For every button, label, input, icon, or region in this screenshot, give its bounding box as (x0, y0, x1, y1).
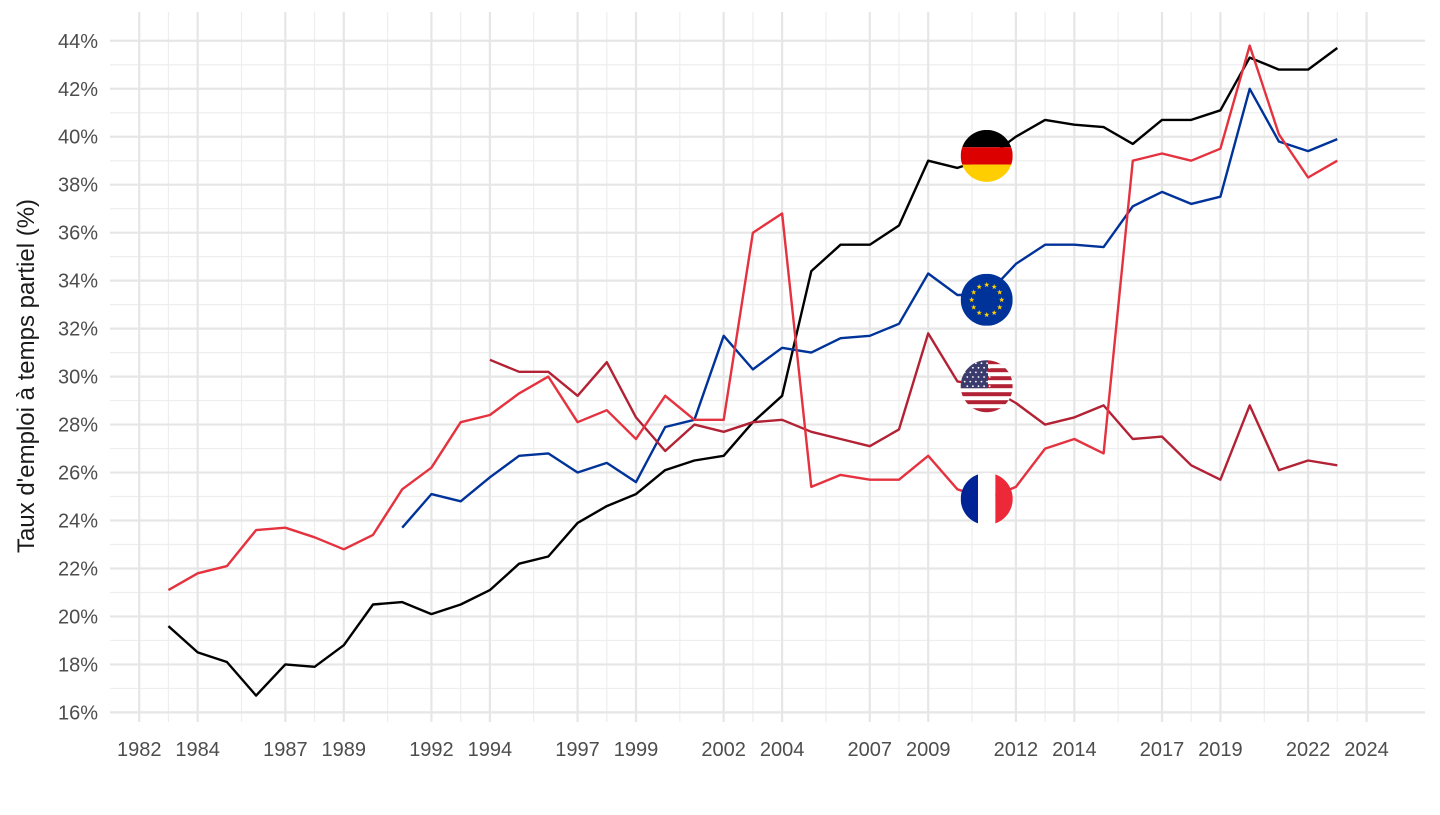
x-tick-label: 2019 (1198, 739, 1243, 761)
axes: 16% 18% 20% 22% 24% 26% 28% 30% 32% 34% 36% 38% 40% 4… (58, 31, 1389, 761)
series-line-european-union (401, 87, 1338, 529)
x-tick-label: 2004 (760, 739, 805, 761)
y-tick-label: 24% (58, 511, 98, 533)
x-tick-label: 1997 (555, 739, 600, 761)
y-tick-label: 32% (58, 319, 98, 341)
x-tick-label: 1987 (263, 739, 308, 761)
usa-flag-icon (960, 360, 1013, 413)
x-tick-label: 1982 (117, 739, 162, 761)
y-tick-label: 26% (58, 463, 98, 485)
y-tick-label: 16% (58, 702, 98, 724)
france-flag-icon (960, 472, 1013, 525)
y-tick-label: 34% (58, 271, 98, 293)
x-tick-label: 1992 (409, 739, 454, 761)
x-tick-label: 1984 (175, 739, 220, 761)
x-tick-label: 1994 (468, 739, 513, 761)
x-tick-label: 2007 (848, 739, 893, 761)
eu-flag-icon (960, 273, 1013, 326)
x-tick-label: 1999 (614, 739, 659, 761)
series-lines (167, 44, 1339, 697)
y-tick-label: 42% (58, 79, 98, 101)
y-tick-label: 30% (58, 367, 98, 389)
y-tick-label: 38% (58, 175, 98, 197)
y-tick-label: 44% (58, 31, 98, 53)
x-tick-label: 2024 (1344, 739, 1389, 761)
series-line-united-states (489, 332, 1338, 481)
x-tick-label: 2009 (906, 739, 951, 761)
y-tick-label: 36% (58, 223, 98, 245)
grid (110, 12, 1425, 722)
germany-flag-icon (960, 129, 1013, 182)
y-tick-label: 20% (58, 606, 98, 628)
x-tick-label: 2012 (994, 739, 1039, 761)
x-tick-label: 2022 (1286, 739, 1331, 761)
x-tick-label: 2014 (1052, 739, 1097, 761)
y-axis-title: Taux d'emploi à temps partiel (%) (13, 199, 40, 553)
y-tick-label: 18% (58, 654, 98, 676)
flag-legend (960, 129, 1013, 525)
x-tick-label: 1989 (322, 739, 367, 761)
y-tick-label: 40% (58, 127, 98, 149)
y-tick-label: 28% (58, 415, 98, 437)
y-tick-label: 22% (58, 558, 98, 580)
x-tick-label: 2002 (701, 739, 746, 761)
series-line-france (167, 44, 1338, 592)
x-tick-label: 2017 (1140, 739, 1185, 761)
